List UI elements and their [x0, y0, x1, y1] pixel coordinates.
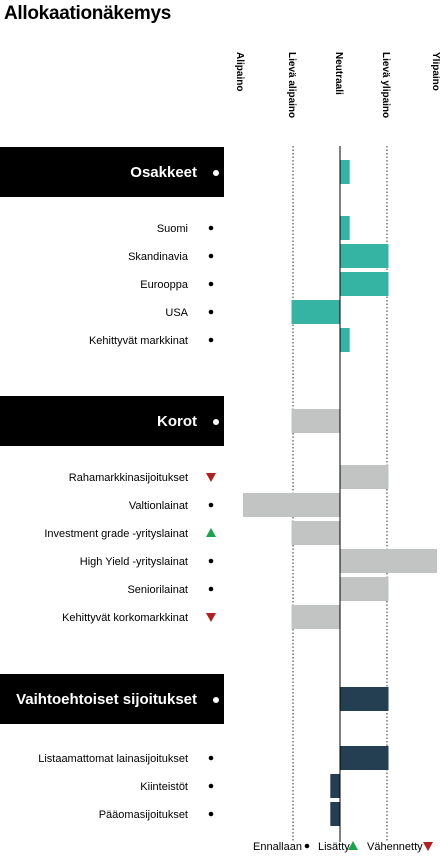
row-label-kehittyvat-markkinat: Kehittyvät markkinat: [89, 335, 188, 347]
bar-osakkeet: [340, 160, 350, 184]
bar-high-yield-yrityslainat: [340, 549, 437, 573]
row-label-valtionlainat: Valtionlainat: [129, 500, 188, 512]
row-marker-kehittyvat-markkinat: [208, 337, 214, 343]
row-marker-suomi: [208, 225, 214, 231]
row-marker-eurooppa: [208, 281, 214, 287]
section-title-vaihtoehtoiset-sijoitukset: Vaihtoehtoiset sijoitukset: [16, 691, 197, 708]
bar-suomi: [340, 216, 350, 240]
bar-rahamarkkinasijoitukset: [340, 465, 389, 489]
legend-label-lisatty: Lisätty: [318, 841, 350, 853]
section-marker-korot: [213, 419, 219, 425]
row-label-kiinteistot: Kiinteistöt: [140, 781, 188, 793]
row-marker-usa: [208, 309, 214, 315]
legend-marker-lisatty: [348, 841, 358, 850]
bar-paaomasijoitukset: [330, 802, 340, 826]
bar-vaihtoehtoiset-sijoitukset: [340, 687, 389, 711]
column-labels: Alipaino Lievä alipaino Neutraali Lievä yli…: [234, 52, 440, 118]
bars: [243, 160, 437, 826]
chart-title: Allokaationäkemys: [4, 3, 172, 24]
section-marker-vaihtoehtoiset-sijoitukset: [213, 697, 219, 703]
row-marker-paaomasijoitukset: [208, 811, 214, 817]
bar-investment-grade-yrityslainat: [291, 521, 340, 545]
row-label-suomi: Suomi: [157, 223, 188, 235]
section-header-osakkeet: [0, 147, 224, 197]
row-marker-kehittyvat-korkomarkkinat: [206, 613, 216, 622]
row-label-high-yield-yrityslainat: High Yield -yrityslainat: [80, 556, 188, 568]
section-marker-osakkeet: [213, 170, 219, 176]
row-label-listaamattomat-lainasijoitukset: Listaamattomat lainasijoitukset: [38, 753, 188, 765]
bar-usa: [291, 300, 340, 324]
legend-label-vahennetty: Vähennetty: [367, 841, 423, 853]
bar-skandinavia: [340, 244, 389, 268]
legend: Ennallaan Lisätty Vähennetty: [253, 841, 433, 853]
column-label-alipaino: Alipaino: [234, 52, 245, 91]
bar-eurooppa: [340, 272, 389, 296]
column-label-ylipaino: Ylipaino: [430, 52, 440, 91]
bar-korot: [291, 409, 340, 433]
bar-kehittyvat-korkomarkkinat: [291, 605, 340, 629]
row-label-skandinavia: Skandinavia: [128, 251, 189, 263]
row-label-paaomasijoitukset: Pääomasijoitukset: [99, 809, 188, 821]
bar-listaamattomat-lainasijoitukset: [340, 746, 389, 770]
row-label-investment-grade-yrityslainat: Investment grade -yrityslainat: [44, 528, 188, 540]
legend-marker-vahennetty: [423, 842, 433, 851]
column-label-lieva-ylipaino: Lievä ylipaino: [380, 52, 391, 118]
column-label-lieva-alipaino: Lievä alipaino: [286, 52, 297, 118]
bar-kehittyvat-markkinat: [340, 328, 350, 352]
row-label-seniorilainat: Seniorilainat: [127, 584, 188, 596]
legend-marker-ennallaan: [304, 843, 310, 849]
row-marker-seniorilainat: [208, 586, 214, 592]
row-label-kehittyvat-korkomarkkinat: Kehittyvät korkomarkkinat: [62, 612, 188, 624]
bar-kiinteistot: [330, 774, 340, 798]
row-marker-investment-grade-yrityslainat: [206, 528, 216, 537]
row-marker-kiinteistot: [208, 783, 214, 789]
section-header-korot: [0, 396, 224, 446]
row-labels: Suomi Skandinavia Eurooppa USA Kehittyvät ma…: [38, 223, 216, 821]
row-label-rahamarkkinasijoitukset: Rahamarkkinasijoitukset: [69, 472, 188, 484]
column-label-neutraali: Neutraali: [333, 52, 344, 95]
row-marker-listaamattomat-lainasijoitukset: [208, 755, 214, 761]
row-marker-rahamarkkinasijoitukset: [206, 473, 216, 482]
row-label-eurooppa: Eurooppa: [140, 279, 189, 291]
row-marker-skandinavia: [208, 253, 214, 259]
row-marker-valtionlainat: [208, 502, 214, 508]
legend-label-ennallaan: Ennallaan: [253, 841, 302, 853]
bar-valtionlainat: [243, 493, 340, 517]
bar-seniorilainat: [340, 577, 389, 601]
row-label-usa: USA: [165, 307, 188, 319]
row-marker-high-yield-yrityslainat: [208, 558, 214, 564]
section-headers: Osakkeet Korot Vaihtoehtoiset sijoitukset: [0, 147, 224, 724]
section-title-korot: Korot: [157, 413, 197, 430]
section-header-vaihtoehtoiset-sijoitukset: [0, 674, 224, 724]
section-title-osakkeet: Osakkeet: [130, 164, 197, 181]
